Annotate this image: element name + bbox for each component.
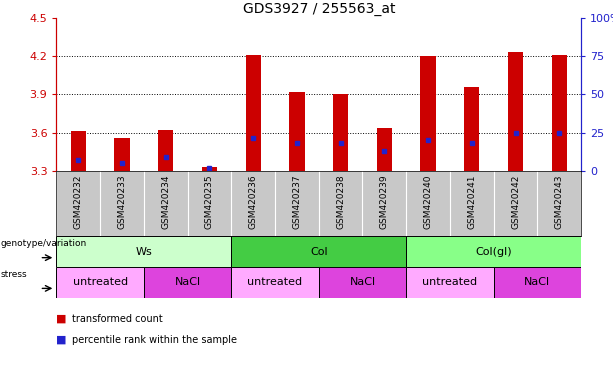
Text: GSM420238: GSM420238 bbox=[336, 174, 345, 229]
Text: GSM420236: GSM420236 bbox=[249, 174, 257, 229]
Text: GSM420241: GSM420241 bbox=[467, 174, 476, 228]
Bar bbox=[144, 267, 231, 298]
Text: NaCl: NaCl bbox=[175, 277, 200, 287]
Title: GDS3927 / 255563_at: GDS3927 / 255563_at bbox=[243, 2, 395, 16]
Text: GSM420242: GSM420242 bbox=[511, 174, 520, 228]
Bar bbox=[231, 236, 406, 267]
Text: Col: Col bbox=[310, 247, 327, 257]
Text: NaCl: NaCl bbox=[524, 277, 550, 287]
Text: ■: ■ bbox=[56, 335, 67, 345]
Bar bbox=[246, 55, 261, 171]
Bar bbox=[319, 267, 406, 298]
Text: GSM420243: GSM420243 bbox=[555, 174, 564, 228]
Bar bbox=[464, 87, 479, 171]
Text: untreated: untreated bbox=[248, 277, 303, 287]
Text: NaCl: NaCl bbox=[349, 277, 376, 287]
Text: untreated: untreated bbox=[72, 277, 128, 287]
Bar bbox=[289, 92, 305, 171]
Bar bbox=[158, 130, 173, 171]
Bar bbox=[231, 267, 319, 298]
Text: Ws: Ws bbox=[135, 247, 152, 257]
Text: GSM420240: GSM420240 bbox=[424, 174, 433, 228]
Bar bbox=[406, 236, 581, 267]
Bar bbox=[493, 267, 581, 298]
Text: GSM420234: GSM420234 bbox=[161, 174, 170, 228]
Text: GSM420237: GSM420237 bbox=[292, 174, 302, 229]
Bar bbox=[377, 127, 392, 171]
Bar bbox=[115, 138, 129, 171]
Text: untreated: untreated bbox=[422, 277, 478, 287]
Bar bbox=[56, 236, 231, 267]
Text: transformed count: transformed count bbox=[72, 314, 162, 324]
Bar bbox=[421, 56, 436, 171]
Text: GSM420235: GSM420235 bbox=[205, 174, 214, 229]
Bar bbox=[70, 131, 86, 171]
Text: stress: stress bbox=[1, 270, 27, 279]
Text: GSM420239: GSM420239 bbox=[380, 174, 389, 229]
Text: GSM420232: GSM420232 bbox=[74, 174, 83, 228]
Text: GSM420233: GSM420233 bbox=[118, 174, 126, 229]
Text: ■: ■ bbox=[56, 314, 67, 324]
Text: percentile rank within the sample: percentile rank within the sample bbox=[72, 335, 237, 345]
Bar bbox=[333, 94, 348, 171]
Text: Col(gl): Col(gl) bbox=[475, 247, 512, 257]
Bar bbox=[508, 53, 523, 171]
Bar bbox=[202, 167, 217, 171]
Text: genotype/variation: genotype/variation bbox=[1, 239, 87, 248]
Bar bbox=[406, 267, 493, 298]
Bar bbox=[552, 55, 567, 171]
Bar bbox=[56, 267, 144, 298]
